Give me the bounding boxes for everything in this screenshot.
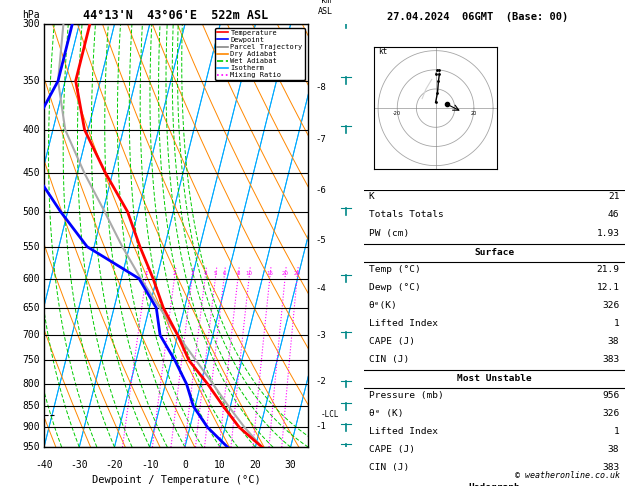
Text: 300: 300	[23, 19, 40, 29]
Text: kt: kt	[378, 48, 387, 56]
Text: 0: 0	[182, 460, 188, 470]
Text: 20: 20	[250, 460, 261, 470]
Text: 800: 800	[23, 379, 40, 389]
Text: -5: -5	[315, 236, 326, 244]
Text: -LCL: -LCL	[321, 410, 339, 419]
Text: 950: 950	[23, 442, 40, 452]
Text: 38: 38	[608, 337, 620, 346]
Text: 1: 1	[614, 427, 620, 436]
Text: Most Unstable: Most Unstable	[457, 375, 532, 383]
Text: 21: 21	[608, 192, 620, 201]
Text: Pressure (mb): Pressure (mb)	[369, 391, 443, 400]
Text: 956: 956	[602, 391, 620, 400]
Text: 6: 6	[222, 272, 226, 277]
Text: 20: 20	[281, 272, 289, 277]
Text: 4: 4	[203, 272, 207, 277]
Text: 15: 15	[266, 272, 273, 277]
Text: 383: 383	[602, 355, 620, 364]
Text: 12.1: 12.1	[596, 283, 620, 292]
Text: 850: 850	[23, 401, 40, 411]
Text: 1: 1	[614, 319, 620, 328]
Text: 500: 500	[23, 207, 40, 217]
Text: -20: -20	[106, 460, 123, 470]
Text: 20: 20	[470, 111, 477, 116]
Text: Dewp (°C): Dewp (°C)	[369, 283, 421, 292]
Text: 25: 25	[294, 272, 301, 277]
Text: PW (cm): PW (cm)	[369, 228, 409, 238]
Text: km
ASL: km ASL	[318, 0, 333, 16]
Text: -6: -6	[315, 186, 326, 195]
Text: 2: 2	[172, 272, 176, 277]
Text: -7: -7	[315, 135, 326, 144]
Text: CIN (J): CIN (J)	[369, 355, 409, 364]
Text: 8: 8	[236, 272, 240, 277]
Text: Dewpoint / Temperature (°C): Dewpoint / Temperature (°C)	[92, 475, 260, 485]
Text: θᵉ(K): θᵉ(K)	[369, 301, 398, 310]
Text: 27.04.2024  06GMT  (Base: 00): 27.04.2024 06GMT (Base: 00)	[387, 12, 569, 22]
Text: 1.93: 1.93	[596, 228, 620, 238]
Text: 650: 650	[23, 303, 40, 313]
Text: 21.9: 21.9	[596, 265, 620, 274]
Text: © weatheronline.co.uk: © weatheronline.co.uk	[515, 471, 620, 480]
Text: -3: -3	[315, 331, 326, 340]
Text: 900: 900	[23, 422, 40, 432]
Text: Temp (°C): Temp (°C)	[369, 265, 421, 274]
Text: hPa: hPa	[23, 10, 40, 20]
Text: 326: 326	[602, 301, 620, 310]
Text: Hodograph: Hodograph	[468, 483, 520, 486]
Text: 46: 46	[608, 210, 620, 220]
Text: -20: -20	[393, 111, 401, 116]
Text: 38: 38	[608, 445, 620, 454]
Text: CAPE (J): CAPE (J)	[369, 445, 415, 454]
Text: 1: 1	[144, 272, 148, 277]
Text: Lifted Index: Lifted Index	[369, 427, 438, 436]
Text: 550: 550	[23, 242, 40, 252]
Text: 383: 383	[602, 463, 620, 472]
Text: CAPE (J): CAPE (J)	[369, 337, 415, 346]
Text: 600: 600	[23, 274, 40, 283]
Text: 400: 400	[23, 125, 40, 135]
Text: -1: -1	[315, 422, 326, 431]
Text: -30: -30	[70, 460, 88, 470]
Text: 750: 750	[23, 355, 40, 365]
Text: 10: 10	[214, 460, 226, 470]
Text: θᵉ (K): θᵉ (K)	[369, 409, 403, 418]
Text: 5: 5	[214, 272, 217, 277]
Text: 3: 3	[190, 272, 194, 277]
Text: 700: 700	[23, 330, 40, 340]
Legend: Temperature, Dewpoint, Parcel Trajectory, Dry Adiabat, Wet Adiabat, Isotherm, Mi: Temperature, Dewpoint, Parcel Trajectory…	[215, 28, 304, 80]
Text: 30: 30	[285, 460, 296, 470]
Text: CIN (J): CIN (J)	[369, 463, 409, 472]
Text: 10: 10	[245, 272, 252, 277]
Text: 450: 450	[23, 168, 40, 178]
Text: K: K	[369, 192, 374, 201]
Text: 350: 350	[23, 76, 40, 86]
Title: 44°13'N  43°06'E  522m ASL: 44°13'N 43°06'E 522m ASL	[84, 9, 269, 22]
Text: 326: 326	[602, 409, 620, 418]
Text: -4: -4	[315, 284, 326, 293]
Text: -8: -8	[315, 83, 326, 91]
Text: Surface: Surface	[474, 248, 514, 257]
Text: Totals Totals: Totals Totals	[369, 210, 443, 220]
Text: -10: -10	[141, 460, 159, 470]
Text: -40: -40	[35, 460, 53, 470]
Text: Lifted Index: Lifted Index	[369, 319, 438, 328]
Text: -2: -2	[315, 377, 326, 386]
